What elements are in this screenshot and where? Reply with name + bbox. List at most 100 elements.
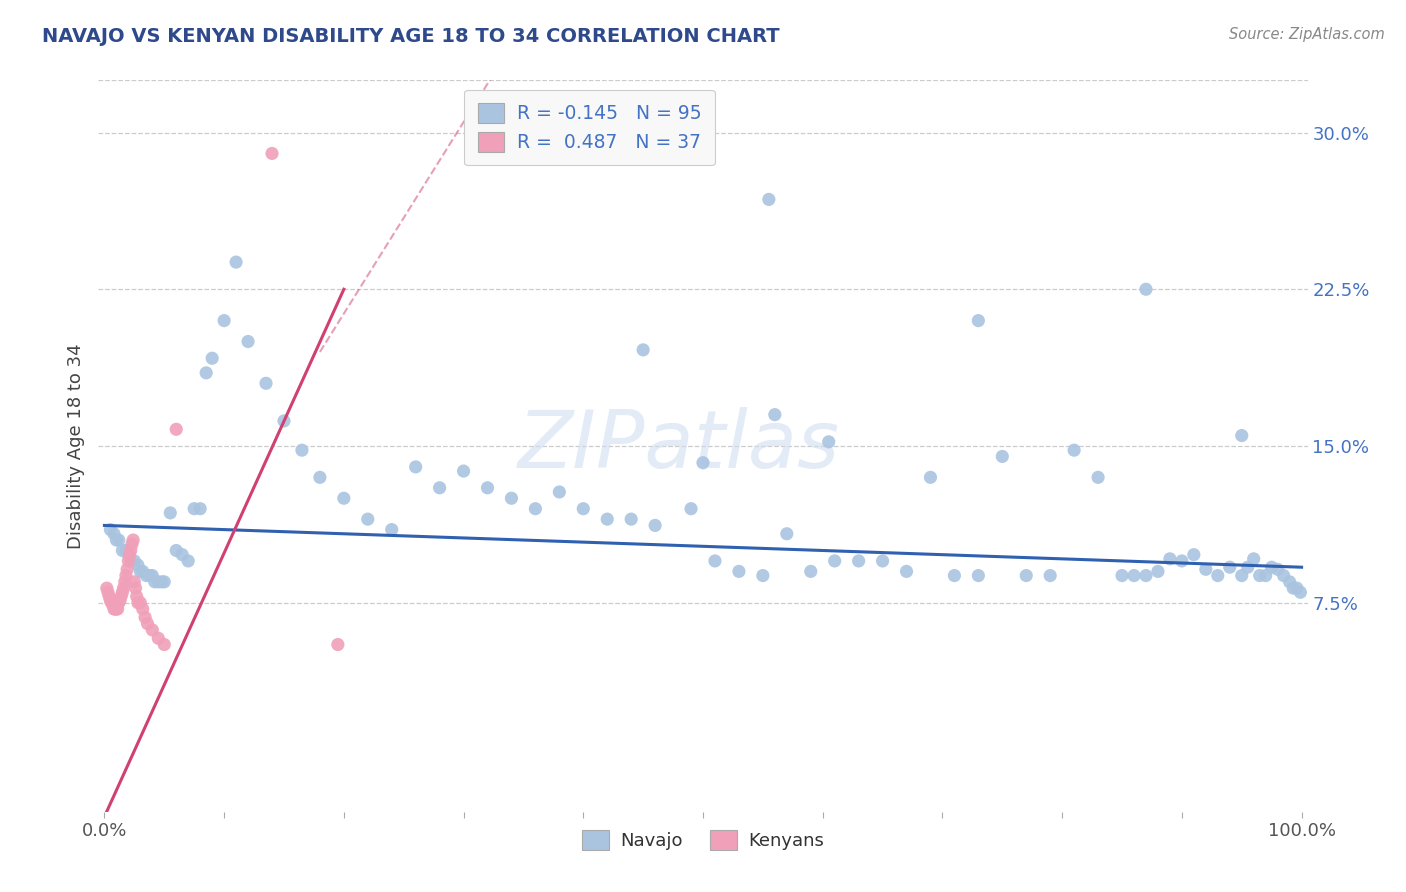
Point <box>114 574 136 589</box>
Point <box>103 526 125 541</box>
Point <box>477 481 499 495</box>
Point <box>110 590 132 604</box>
Point <box>824 554 846 568</box>
Point <box>104 602 127 616</box>
Point <box>124 574 146 589</box>
Point <box>967 568 990 582</box>
Point <box>183 501 205 516</box>
Point <box>107 533 129 547</box>
Point <box>150 574 173 589</box>
Point <box>631 343 654 357</box>
Point <box>141 568 163 582</box>
Point <box>129 565 152 579</box>
Point <box>501 491 523 506</box>
Point <box>943 568 966 582</box>
Point <box>326 638 349 652</box>
Point <box>212 313 235 327</box>
Point <box>117 554 139 568</box>
Point <box>124 554 146 568</box>
Point <box>172 548 194 562</box>
Point <box>201 351 224 366</box>
Point <box>679 501 702 516</box>
Point <box>105 602 128 616</box>
Point <box>115 543 138 558</box>
Point <box>291 443 314 458</box>
Point <box>728 565 751 579</box>
Point <box>195 366 218 380</box>
Point <box>1063 443 1085 458</box>
Point <box>1087 470 1109 484</box>
Point <box>1039 568 1062 582</box>
Point <box>817 434 839 449</box>
Point <box>991 450 1014 464</box>
Point <box>225 255 247 269</box>
Point <box>148 574 170 589</box>
Point <box>1249 568 1271 582</box>
Point <box>143 574 166 589</box>
Point <box>1135 568 1157 582</box>
Point <box>97 585 120 599</box>
Point <box>141 623 163 637</box>
Point <box>136 616 159 631</box>
Point <box>188 501 211 516</box>
Point <box>135 568 157 582</box>
Text: NAVAJO VS KENYAN DISABILITY AGE 18 TO 34 CORRELATION CHART: NAVAJO VS KENYAN DISABILITY AGE 18 TO 34… <box>42 27 780 45</box>
Point <box>111 543 134 558</box>
Point <box>1282 581 1305 595</box>
Point <box>100 523 122 537</box>
Point <box>1123 568 1146 582</box>
Point <box>1171 554 1194 568</box>
Point <box>1195 562 1218 576</box>
Point <box>1230 568 1253 582</box>
Point <box>132 602 155 616</box>
Point <box>236 334 259 349</box>
Point <box>848 554 870 568</box>
Point <box>121 537 143 551</box>
Point <box>1278 574 1301 589</box>
Point <box>1206 568 1229 582</box>
Point <box>165 422 187 436</box>
Point <box>165 543 187 558</box>
Point <box>108 593 131 607</box>
Point <box>115 562 138 576</box>
Point <box>118 548 141 562</box>
Point <box>100 596 122 610</box>
Point <box>596 512 619 526</box>
Point <box>1236 560 1258 574</box>
Point <box>357 512 380 526</box>
Point <box>1254 568 1277 582</box>
Point <box>1289 585 1312 599</box>
Point <box>120 543 142 558</box>
Point <box>273 414 295 428</box>
Point <box>124 581 146 595</box>
Point <box>103 602 125 616</box>
Point <box>309 470 332 484</box>
Point <box>100 593 122 607</box>
Point <box>1267 562 1289 576</box>
Point <box>105 533 128 547</box>
Point <box>548 485 571 500</box>
Point <box>1182 548 1205 562</box>
Point <box>127 596 149 610</box>
Point <box>98 590 121 604</box>
Point <box>763 408 786 422</box>
Text: Source: ZipAtlas.com: Source: ZipAtlas.com <box>1229 27 1385 42</box>
Point <box>139 568 162 582</box>
Point <box>254 376 277 391</box>
Y-axis label: Disability Age 18 to 34: Disability Age 18 to 34 <box>66 343 84 549</box>
Point <box>153 638 176 652</box>
Point <box>129 596 152 610</box>
Point <box>1230 428 1253 442</box>
Text: ZIPatlas: ZIPatlas <box>517 407 839 485</box>
Point <box>776 526 799 541</box>
Point <box>125 590 148 604</box>
Point <box>117 548 139 562</box>
Legend: Navajo, Kenyans: Navajo, Kenyans <box>575 823 831 857</box>
Point <box>153 574 176 589</box>
Point <box>920 470 942 484</box>
Point <box>96 581 118 595</box>
Point <box>1159 552 1181 566</box>
Point <box>572 501 595 516</box>
Point <box>1260 560 1282 574</box>
Point <box>1015 568 1038 582</box>
